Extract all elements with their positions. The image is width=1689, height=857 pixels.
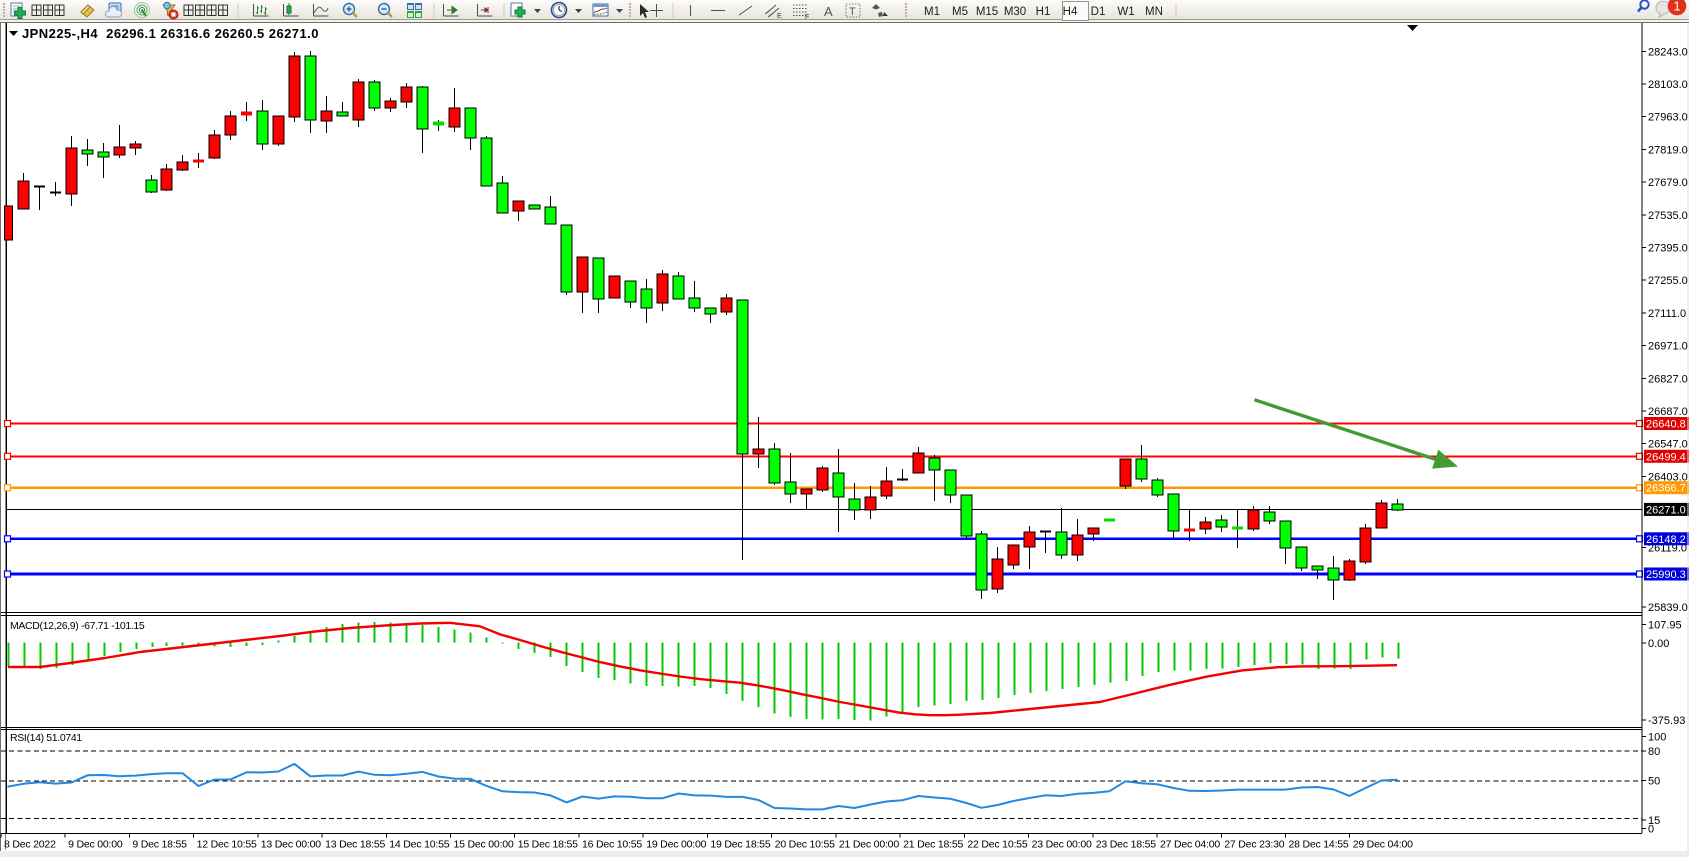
svg-text:E: E (777, 13, 782, 20)
svg-text:A: A (824, 4, 833, 19)
svg-text:26547.0: 26547.0 (1648, 438, 1688, 450)
svg-text:26148.2: 26148.2 (1646, 534, 1686, 546)
svg-text:27 Dec 23:30: 27 Dec 23:30 (1224, 839, 1284, 851)
svg-text:8 Dec 2022: 8 Dec 2022 (4, 839, 56, 851)
svg-text:13 Dec 18:55: 13 Dec 18:55 (325, 839, 385, 851)
svg-text:26403.0: 26403.0 (1648, 472, 1688, 484)
svg-text:26119.0: 26119.0 (1648, 543, 1687, 555)
svg-text:15 Dec 18:55: 15 Dec 18:55 (518, 839, 578, 851)
svg-text:26687.0: 26687.0 (1648, 406, 1688, 418)
svg-text:27679.0: 27679.0 (1648, 177, 1688, 189)
svg-text:15 Dec 00:00: 15 Dec 00:00 (454, 839, 514, 851)
svg-text:26499.4: 26499.4 (1646, 451, 1686, 463)
svg-text:D1: D1 (1091, 6, 1106, 18)
svg-text:27255.0: 27255.0 (1648, 275, 1688, 287)
svg-text:28103.0: 28103.0 (1648, 79, 1688, 91)
svg-text:27535.0: 27535.0 (1648, 210, 1688, 222)
svg-text:W1: W1 (1117, 6, 1134, 18)
svg-text:9 Dec 00:00: 9 Dec 00:00 (68, 839, 123, 851)
svg-text:M15: M15 (976, 6, 998, 18)
svg-text:50: 50 (1648, 776, 1660, 788)
svg-text:H1: H1 (1036, 6, 1051, 18)
svg-text:26271.0: 26271.0 (1646, 504, 1686, 516)
svg-text:27963.0: 27963.0 (1648, 111, 1688, 123)
svg-text:26971.0: 26971.0 (1648, 340, 1688, 352)
svg-text:107.95: 107.95 (1648, 620, 1682, 632)
svg-text:23 Dec 00:00: 23 Dec 00:00 (1032, 839, 1092, 851)
svg-text:27395.0: 27395.0 (1648, 243, 1688, 255)
svg-text:14 Dec 10:55: 14 Dec 10:55 (389, 839, 449, 851)
svg-text:25839.0: 25839.0 (1648, 602, 1688, 614)
svg-text:27 Dec 04:00: 27 Dec 04:00 (1160, 839, 1220, 851)
svg-text:80: 80 (1648, 746, 1660, 758)
svg-text:0.00: 0.00 (1648, 638, 1669, 650)
svg-text:20 Dec 10:55: 20 Dec 10:55 (775, 839, 835, 851)
svg-text:27111.0: 27111.0 (1648, 308, 1686, 320)
svg-text:MN: MN (1145, 6, 1163, 18)
svg-text:26640.8: 26640.8 (1646, 419, 1686, 431)
svg-text:22 Dec 10:55: 22 Dec 10:55 (967, 839, 1027, 851)
svg-text:MACD(12,26,9) -67.71 -101.15: MACD(12,26,9) -67.71 -101.15 (10, 620, 145, 632)
svg-text:21 Dec 18:55: 21 Dec 18:55 (903, 839, 963, 851)
svg-text:28 Dec 14:55: 28 Dec 14:55 (1289, 839, 1349, 851)
svg-text:9 Dec 18:55: 9 Dec 18:55 (132, 839, 187, 851)
svg-text:100: 100 (1648, 731, 1666, 743)
svg-text:-375.93: -375.93 (1648, 715, 1685, 727)
svg-text:12 Dec 10:55: 12 Dec 10:55 (197, 839, 257, 851)
svg-text:RSI(14) 51.0741: RSI(14) 51.0741 (10, 732, 82, 744)
svg-text:27819.0: 27819.0 (1648, 145, 1688, 157)
svg-text:1: 1 (1673, 0, 1680, 14)
svg-text:19 Dec 00:00: 19 Dec 00:00 (646, 839, 706, 851)
svg-text:28243.0: 28243.0 (1648, 47, 1688, 59)
svg-text:M5: M5 (952, 6, 968, 18)
svg-text:26366.7: 26366.7 (1646, 483, 1686, 495)
svg-text:15: 15 (1648, 815, 1660, 827)
svg-text:29 Dec 04:00: 29 Dec 04:00 (1353, 839, 1413, 851)
svg-text:26827.0: 26827.0 (1648, 374, 1688, 386)
svg-text:23 Dec 18:55: 23 Dec 18:55 (1096, 839, 1156, 851)
svg-text:M1: M1 (924, 6, 940, 18)
svg-text:H4: H4 (1063, 6, 1078, 18)
svg-text:M30: M30 (1004, 6, 1026, 18)
svg-text:T: T (849, 6, 856, 18)
svg-text:13 Dec 00:00: 13 Dec 00:00 (261, 839, 321, 851)
svg-text:F: F (805, 14, 809, 21)
svg-text:25990.3: 25990.3 (1646, 569, 1686, 581)
svg-text:19 Dec 18:55: 19 Dec 18:55 (710, 839, 770, 851)
svg-text:JPN225-,H4 26296.1 26316.6 26: JPN225-,H4 26296.1 26316.6 26260.5 26271… (22, 26, 319, 41)
svg-text:16 Dec 10:55: 16 Dec 10:55 (582, 839, 642, 851)
svg-text:21 Dec 00:00: 21 Dec 00:00 (839, 839, 899, 851)
svg-text:0: 0 (1648, 823, 1654, 835)
